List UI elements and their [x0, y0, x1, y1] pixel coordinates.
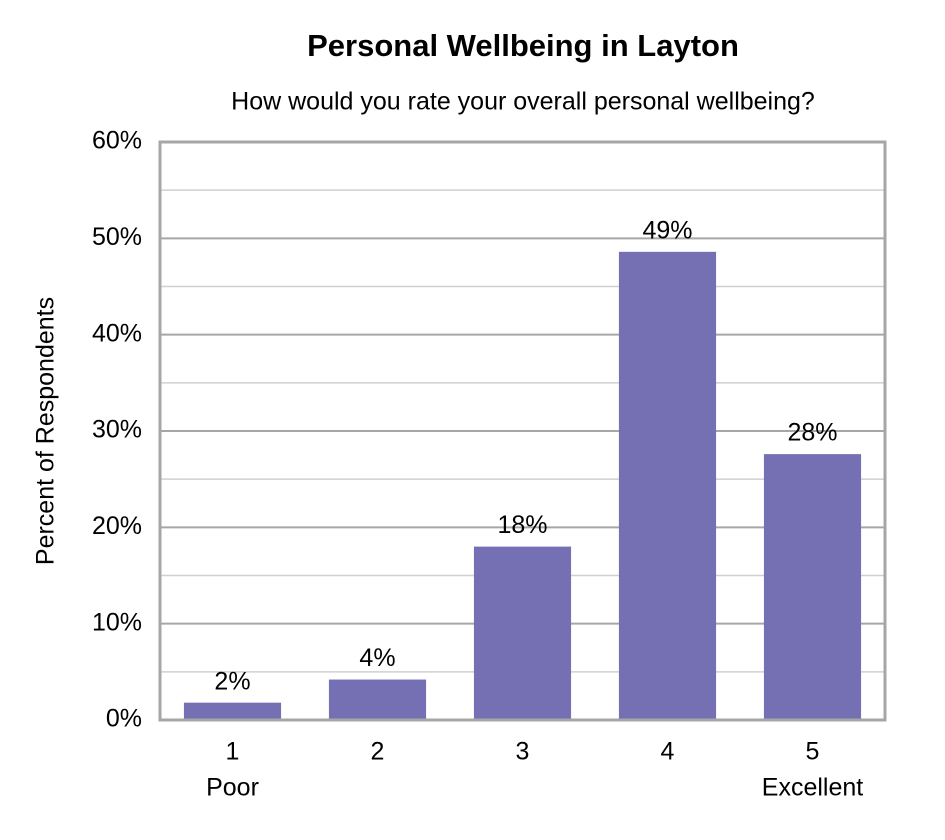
data-label: 28%	[787, 419, 837, 447]
data-label: 18%	[497, 511, 547, 539]
x-tick-label: 3	[516, 738, 530, 766]
bar	[328, 679, 427, 720]
y-tick-label: 40%	[92, 319, 142, 347]
y-tick-label: 10%	[92, 608, 142, 636]
bar	[618, 251, 717, 720]
bar	[183, 702, 282, 720]
chart-subtitle: How would you rate your overall personal…	[231, 88, 815, 116]
x-tick-label: 1	[226, 738, 240, 766]
x-tick-label: 5	[806, 738, 820, 766]
y-axis-label: Percent of Respondents	[32, 297, 60, 565]
x-tick-label: 2	[371, 738, 385, 766]
x-tick-label: 4	[661, 738, 675, 766]
bar	[763, 454, 862, 720]
bars	[183, 251, 862, 720]
data-label: 4%	[359, 644, 395, 672]
x-tick-sublabel: Excellent	[762, 774, 863, 802]
data-label: 49%	[642, 216, 692, 244]
chart-title: Personal Wellbeing in Layton	[307, 28, 739, 63]
data-label: 2%	[214, 667, 250, 695]
y-tick-label: 0%	[106, 705, 142, 733]
y-tick-label: 50%	[92, 223, 142, 251]
bar	[473, 546, 572, 720]
plot-border	[158, 140, 887, 722]
y-tick-label: 60%	[92, 127, 142, 155]
y-tick-label: 20%	[92, 512, 142, 540]
y-tick-label: 30%	[92, 416, 142, 444]
x-tick-sublabel: Poor	[206, 774, 259, 802]
